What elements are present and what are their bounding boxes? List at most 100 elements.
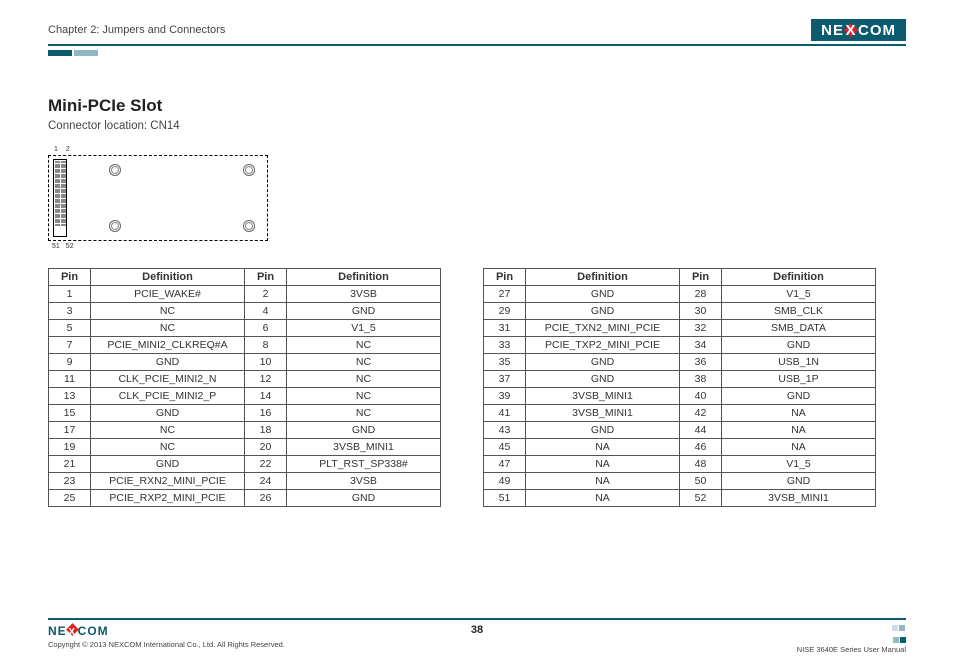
td-def: 3VSB [287, 286, 441, 303]
pin-label-top-1: 1 [54, 146, 58, 153]
td-pin: 31 [484, 320, 526, 337]
td-def: NC [287, 388, 441, 405]
td-pin: 2 [245, 286, 287, 303]
td-pin: 6 [245, 320, 287, 337]
screw-hole-icon [109, 220, 121, 232]
td-pin: 40 [680, 388, 722, 405]
manual-name: NISE 3640E Series User Manual [797, 645, 906, 654]
td-pin: 17 [49, 422, 91, 439]
footer-logo: NE X COM [48, 624, 285, 638]
td-def: NC [287, 354, 441, 371]
th-def: Definition [91, 269, 245, 286]
td-def: V1_5 [287, 320, 441, 337]
table-row: 15GND16NC [49, 405, 441, 422]
td-pin: 44 [680, 422, 722, 439]
copyright-text: Copyright © 2013 NEXCOM International Co… [48, 640, 285, 649]
td-def: NA [526, 473, 680, 490]
table-row: 29GND30SMB_CLK [484, 303, 876, 320]
td-def: PCIE_TXP2_MINI_PCIE [526, 337, 680, 354]
td-def: GND [722, 473, 876, 490]
table-row: 21GND22PLT_RST_SP338# [49, 456, 441, 473]
pin-label-bot-52: 52 [66, 243, 74, 250]
table-row: 393VSB_MINI140GND [484, 388, 876, 405]
td-pin: 32 [680, 320, 722, 337]
td-def: NA [722, 422, 876, 439]
section-subtitle: Connector location: CN14 [48, 120, 906, 132]
td-def: NA [526, 439, 680, 456]
table-row: 413VSB_MINI142NA [484, 405, 876, 422]
table-row: 27GND28V1_5 [484, 286, 876, 303]
table-row: 19NC203VSB_MINI1 [49, 439, 441, 456]
td-pin: 47 [484, 456, 526, 473]
td-pin: 15 [49, 405, 91, 422]
table-row: 51NA523VSB_MINI1 [484, 490, 876, 507]
td-def: GND [287, 422, 441, 439]
td-pin: 45 [484, 439, 526, 456]
td-def: NC [91, 303, 245, 320]
td-pin: 42 [680, 405, 722, 422]
td-pin: 20 [245, 439, 287, 456]
th-pin: Pin [245, 269, 287, 286]
td-pin: 50 [680, 473, 722, 490]
td-def: GND [526, 286, 680, 303]
screw-hole-icon [243, 164, 255, 176]
table-row: 49NA50GND [484, 473, 876, 490]
th-pin: Pin [680, 269, 722, 286]
table-row: 45NA46NA [484, 439, 876, 456]
brand-logo: NE X COM [811, 19, 906, 41]
td-def: GND [526, 303, 680, 320]
table-row: 13CLK_PCIE_MINI2_P14NC [49, 388, 441, 405]
td-def: 3VSB [287, 473, 441, 490]
td-pin: 52 [680, 490, 722, 507]
td-pin: 48 [680, 456, 722, 473]
pin-label-bot-51: 51 [52, 243, 60, 250]
pinout-table-left: Pin Definition Pin Definition 1PCIE_WAKE… [48, 268, 441, 507]
td-pin: 30 [680, 303, 722, 320]
table-row: 9GND10NC [49, 354, 441, 371]
td-def: GND [91, 405, 245, 422]
td-pin: 26 [245, 490, 287, 507]
td-pin: 4 [245, 303, 287, 320]
table-row: 11CLK_PCIE_MINI2_N12NC [49, 371, 441, 388]
table-row: 7PCIE_MINI2_CLKREQ#A8NC [49, 337, 441, 354]
td-pin: 38 [680, 371, 722, 388]
td-pin: 37 [484, 371, 526, 388]
td-pin: 39 [484, 388, 526, 405]
td-def: NA [722, 439, 876, 456]
td-pin: 24 [245, 473, 287, 490]
header-rule [48, 44, 906, 46]
td-pin: 12 [245, 371, 287, 388]
td-def: GND [91, 354, 245, 371]
td-pin: 10 [245, 354, 287, 371]
td-pin: 18 [245, 422, 287, 439]
table-row: 37GND38USB_1P [484, 371, 876, 388]
td-pin: 34 [680, 337, 722, 354]
td-pin: 5 [49, 320, 91, 337]
table-row: 35GND36USB_1N [484, 354, 876, 371]
td-def: GND [526, 422, 680, 439]
td-def: GND [526, 354, 680, 371]
td-pin: 23 [49, 473, 91, 490]
td-def: NA [722, 405, 876, 422]
td-pin: 19 [49, 439, 91, 456]
page-corner-icon [892, 625, 906, 634]
td-def: GND [287, 490, 441, 507]
td-def: GND [91, 456, 245, 473]
td-def: NC [287, 371, 441, 388]
td-def: CLK_PCIE_MINI2_N [91, 371, 245, 388]
td-def: NC [91, 439, 245, 456]
td-pin: 43 [484, 422, 526, 439]
td-def: V1_5 [722, 456, 876, 473]
td-def: NC [287, 405, 441, 422]
td-pin: 9 [49, 354, 91, 371]
td-pin: 7 [49, 337, 91, 354]
table-row: 47NA48V1_5 [484, 456, 876, 473]
table-row: 43GND44NA [484, 422, 876, 439]
td-pin: 35 [484, 354, 526, 371]
td-pin: 51 [484, 490, 526, 507]
connector-diagram: 1 2 51 52 [48, 146, 268, 250]
connector-outline [48, 155, 268, 241]
td-def: NC [91, 422, 245, 439]
td-def: SMB_CLK [722, 303, 876, 320]
td-pin: 46 [680, 439, 722, 456]
